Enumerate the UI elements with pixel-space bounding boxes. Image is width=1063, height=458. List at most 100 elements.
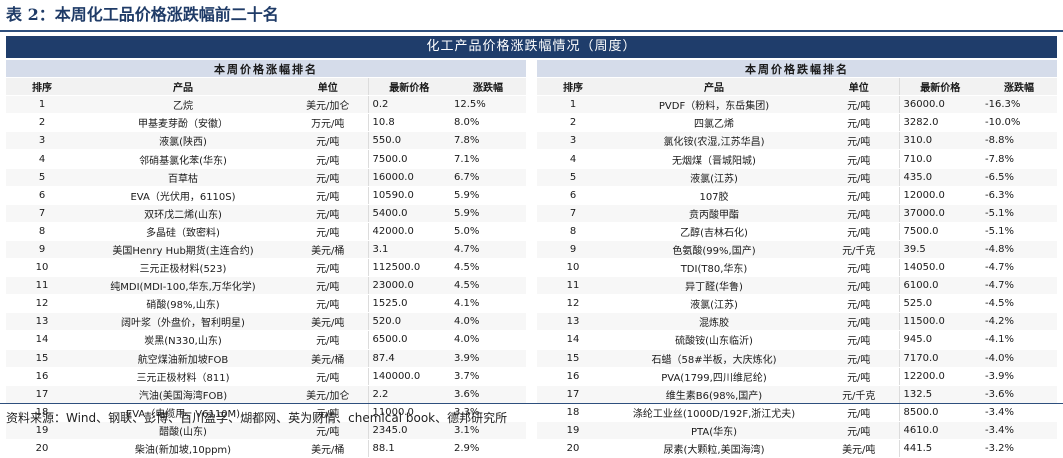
change-cell: 5.9% xyxy=(450,186,527,205)
price-cell: 550.0 xyxy=(368,131,450,151)
unit-cell: 元/吨 xyxy=(819,330,900,350)
product-cell: EVA（光伏用，6110S) xyxy=(78,186,288,205)
product-cell: 醋酸(山东) xyxy=(78,421,288,440)
rank-cell: 12 xyxy=(537,294,609,314)
change-cell: 4.0% xyxy=(450,330,527,350)
price-cell: 10590.0 xyxy=(368,186,450,205)
rank-cell: 14 xyxy=(6,330,78,350)
product-header: 产品 xyxy=(609,77,819,97)
unit-cell: 元/吨 xyxy=(288,204,369,223)
product-cell: 维生素B6(98%,国产) xyxy=(609,385,819,404)
rank-cell: 19 xyxy=(537,421,609,440)
rank-cell: 17 xyxy=(6,385,78,404)
change-cell: -4.7% xyxy=(981,276,1058,296)
product-cell: 炭黑(N330,山东) xyxy=(78,330,288,350)
rank-cell: 9 xyxy=(6,240,78,260)
rank-cell: 10 xyxy=(537,258,609,278)
product-cell: 航空煤油新加坡FOB xyxy=(78,349,288,368)
price-change-report: 化工产品价格涨跌幅情况（周度） 本周价格涨幅排名 排序 产品 单位 最新价格 涨跌幅 1… xyxy=(6,36,1058,458)
price-cell: 23000.0 xyxy=(368,276,450,296)
product-header: 产品 xyxy=(78,77,288,97)
unit-cell: 元/吨 xyxy=(819,367,900,386)
product-cell: PTA(华东) xyxy=(609,421,819,440)
change-cell: 8.0% xyxy=(450,113,527,133)
product-cell: 双环戊二烯(山东) xyxy=(78,204,288,223)
rank-cell: 7 xyxy=(6,204,78,223)
rank-cell: 13 xyxy=(6,312,78,332)
rank-cell: 15 xyxy=(537,349,609,368)
rank-cell: 20 xyxy=(537,439,609,458)
unit-cell: 元/吨 xyxy=(819,113,900,133)
change-cell: -3.6% xyxy=(981,385,1058,404)
unit-cell: 美元/吨 xyxy=(288,312,369,332)
price-cell: 16000.0 xyxy=(368,168,450,187)
price-cell: 4610.0 xyxy=(899,421,981,440)
table-row: 14 炭黑(N330,山东) 元/吨 6500.0 4.0% xyxy=(6,330,527,350)
product-cell: 三元正极材料（811) xyxy=(78,367,288,386)
change-cell: 2.9% xyxy=(450,439,527,458)
rank-cell: 19 xyxy=(6,421,78,440)
table-row: 14 硫酸铵(山东临沂) 元/吨 945.0 -4.1% xyxy=(537,330,1058,350)
unit-cell: 美元/桶 xyxy=(288,240,369,260)
unit-header: 单位 xyxy=(288,77,369,97)
price-cell: 8500.0 xyxy=(899,403,981,422)
rank-cell: 1 xyxy=(6,95,78,115)
caption-rule xyxy=(0,30,1063,32)
product-cell: 石蜡（58#半板，大庆炼化) xyxy=(609,349,819,368)
price-cell: 7170.0 xyxy=(899,349,981,368)
gainers-header-row: 排序 产品 单位 最新价格 涨跌幅 xyxy=(6,77,527,97)
price-cell: 7500.0 xyxy=(899,222,981,241)
product-cell: EVA（电缆用，V6110M) xyxy=(78,403,288,422)
unit-cell: 元/吨 xyxy=(819,403,900,422)
change-cell: -4.0% xyxy=(981,349,1058,368)
change-cell: -3.4% xyxy=(981,403,1058,422)
unit-cell: 元/吨 xyxy=(819,149,900,169)
price-cell: 435.0 xyxy=(899,168,981,187)
product-cell: 三元正极材料(523) xyxy=(78,258,288,278)
price-cell: 112500.0 xyxy=(368,258,450,278)
table-row: 4 邻硝基氯化苯(华东) 元/吨 7500.0 7.1% xyxy=(6,149,527,169)
unit-cell: 元/吨 xyxy=(288,186,369,205)
change-cell: 7.1% xyxy=(450,149,527,169)
rank-cell: 5 xyxy=(6,168,78,187)
table-row: 11 纯MDI(MDI-100,华东,万华化学) 元/吨 23000.0 4.5% xyxy=(6,276,527,296)
change-cell: 6.7% xyxy=(450,168,527,187)
table-row: 13 混炼胶 元/吨 11500.0 -4.2% xyxy=(537,312,1058,332)
change-cell: 3.3% xyxy=(450,403,527,422)
change-cell: -16.3% xyxy=(981,95,1058,115)
change-cell: -5.1% xyxy=(981,222,1058,241)
change-cell: -3.4% xyxy=(981,421,1058,440)
rank-cell: 4 xyxy=(6,149,78,169)
table-row: 15 石蜡（58#半板，大庆炼化) 元/吨 7170.0 -4.0% xyxy=(537,349,1058,368)
table-row: 5 液氯(江苏) 元/吨 435.0 -6.5% xyxy=(537,168,1058,187)
table-row: 16 三元正极材料（811) 元/吨 140000.0 3.7% xyxy=(6,367,527,386)
price-cell: 441.5 xyxy=(899,439,981,458)
rank-cell: 8 xyxy=(6,222,78,241)
table-row: 10 TDI(T80,华东) 元/吨 14050.0 -4.7% xyxy=(537,258,1058,278)
table-row: 6 EVA（光伏用，6110S) 元/吨 10590.0 5.9% xyxy=(6,186,527,205)
change-cell: 4.5% xyxy=(450,258,527,278)
change-cell: -4.7% xyxy=(981,258,1058,278)
table-row: 9 色氨酸(99%,国产) 元/千克 39.5 -4.8% xyxy=(537,240,1058,260)
unit-cell: 元/吨 xyxy=(288,421,369,440)
price-cell: 5400.0 xyxy=(368,204,450,223)
rank-cell: 11 xyxy=(537,276,609,296)
gainers-table: 本周价格涨幅排名 排序 产品 单位 最新价格 涨跌幅 1 乙烷 美元/加仑 0.2 12.5% 2… xyxy=(6,60,527,458)
rank-cell: 11 xyxy=(6,276,78,296)
ranking-tables: 本周价格涨幅排名 排序 产品 单位 最新价格 涨跌幅 1 乙烷 美元/加仑 0.2 12.5% 2… xyxy=(6,60,1058,458)
rank-header: 排序 xyxy=(6,77,78,97)
change-cell: -5.1% xyxy=(981,204,1058,223)
unit-cell: 元/吨 xyxy=(288,168,369,187)
rank-cell: 2 xyxy=(537,113,609,133)
product-cell: 柴油(新加坡,10ppm) xyxy=(78,439,288,458)
table-row: 17 维生素B6(98%,国产) 元/千克 132.5 -3.6% xyxy=(537,385,1058,404)
price-cell: 87.4 xyxy=(368,349,450,368)
unit-cell: 美元/桶 xyxy=(288,349,369,368)
rank-cell: 1 xyxy=(537,95,609,115)
table-row: 15 航空煤油新加坡FOB 美元/桶 87.4 3.9% xyxy=(6,349,527,368)
product-cell: 无烟煤（晋城阳城) xyxy=(609,149,819,169)
product-cell: 四氯乙烯 xyxy=(609,113,819,133)
price-cell: 88.1 xyxy=(368,439,450,458)
unit-cell: 元/吨 xyxy=(819,312,900,332)
product-cell: 多晶硅（致密料) xyxy=(78,222,288,241)
